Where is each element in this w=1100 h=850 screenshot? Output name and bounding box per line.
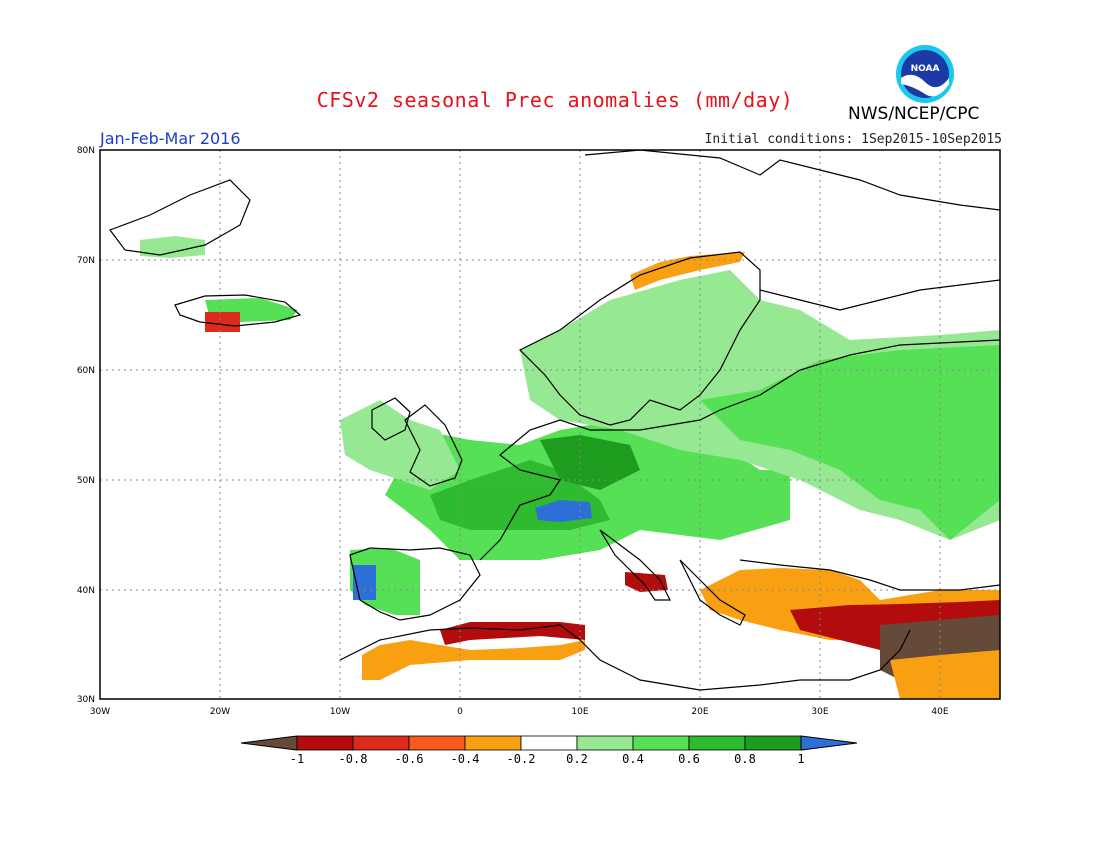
colorbar-label: -0.8 [339, 752, 368, 766]
anomaly-region-alps [535, 500, 592, 522]
colorbar-swatch [632, 735, 690, 751]
anomaly-region-germany-strong [540, 435, 640, 490]
colorbar-label: 0.8 [734, 752, 756, 766]
colorbar-label: -0.6 [395, 752, 424, 766]
colorbar-swatch [520, 735, 578, 751]
colorbar-swatch [408, 735, 466, 751]
lon-tick-label: 20W [210, 707, 230, 717]
map-frame [99, 149, 1001, 700]
lat-tick-label: 30N [77, 695, 95, 705]
colorbar-label: 0.6 [678, 752, 700, 766]
colorbar-arrow-high [800, 735, 858, 751]
lon-tick-label: 30W [90, 707, 110, 717]
lon-tick-label: 40E [931, 707, 948, 717]
colorbar-label: 0.4 [622, 752, 644, 766]
chart-title: CFSv2 seasonal Prec anomalies (mm/day) [316, 88, 794, 112]
colorbar-label: -0.4 [451, 752, 480, 766]
lon-tick-label: 10W [330, 707, 350, 717]
lat-tick-label: 70N [77, 256, 95, 266]
initial-conditions-label: Initial conditions: 1Sep2015-10Sep2015 [704, 132, 1002, 147]
colorbar-arrow-low [240, 735, 298, 751]
svg-text:NOAA: NOAA [911, 64, 940, 74]
colorbar-label: 0.2 [566, 752, 588, 766]
colorbar-swatch [464, 735, 522, 751]
colorbar-swatch [744, 735, 802, 751]
lon-tick-labels: 30W 20W 10W 0 10E 20E 30E 40E [90, 707, 949, 717]
period-label: Jan-Feb-Mar 2016 [100, 129, 241, 148]
anomaly-field [140, 236, 1000, 699]
lon-tick-label: 30E [811, 707, 828, 717]
lon-tick-label: 10E [571, 707, 588, 717]
coastlines [109, 150, 1000, 691]
anomaly-region-north-africa-coast [440, 622, 585, 645]
anomaly-region-iceland-south [205, 312, 240, 332]
anomaly-region-north-africa-orange [362, 640, 585, 680]
colorbar-label: 1 [797, 752, 804, 766]
colorbar-swatch [688, 735, 746, 751]
grid-lines [100, 150, 1000, 699]
colorbar-label: -1 [290, 752, 304, 766]
colorbar-swatch [352, 735, 410, 751]
lon-tick-label: 0 [457, 707, 463, 717]
anomaly-region-russia-strong [700, 345, 1000, 540]
lat-tick-labels: 30N 40N 50N 60N 70N 80N [77, 146, 95, 705]
anomaly-region-british-isles [340, 400, 460, 490]
anomaly-region-portugal [353, 565, 376, 600]
agency-label: NWS/NCEP/CPC [848, 104, 980, 124]
anomaly-region-greenland [140, 236, 205, 258]
noaa-logo: NOAA [896, 45, 954, 103]
lon-tick-label: 20E [691, 707, 708, 717]
colorbar-swatch [576, 735, 634, 751]
anomaly-region-northern-norway [630, 252, 745, 290]
lat-tick-label: 80N [77, 146, 95, 156]
colorbar-swatch [296, 735, 354, 751]
lat-tick-label: 50N [77, 476, 95, 486]
colorbar-label: -0.2 [507, 752, 536, 766]
lat-tick-label: 40N [77, 586, 95, 596]
lat-tick-label: 60N [77, 366, 95, 376]
anomaly-region-arabia [890, 650, 1000, 699]
colorbar: -1 -0.8 -0.6 -0.4 -0.2 0.2 0.4 0.6 0.8 1 [240, 735, 858, 766]
